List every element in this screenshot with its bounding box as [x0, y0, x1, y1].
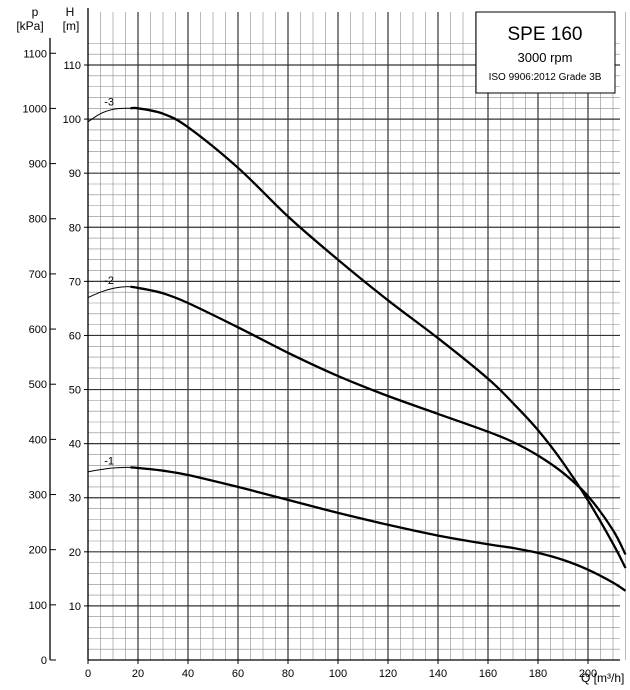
legend-title: SPE 160 [508, 24, 583, 45]
h-tick-label: 10 [69, 601, 81, 613]
legend-box [475, 11, 616, 94]
curve-thin-segment [87, 107, 131, 123]
h-tick-label: 80 [69, 222, 81, 234]
x-tick-label: 100 [329, 668, 347, 680]
p-tick-label: 400 [29, 434, 47, 446]
h-tick-label: 50 [69, 385, 81, 397]
x-tick-label: 60 [232, 668, 244, 680]
x-tick-label: 120 [379, 668, 397, 680]
x-axis-label: Q [m³/h] [581, 671, 624, 685]
h-tick-label: 110 [63, 60, 81, 72]
p-tick-label: 800 [29, 214, 47, 226]
p-tick-label: 1100 [23, 48, 47, 60]
h-tick-label: 70 [69, 276, 81, 288]
p-axis-unit: [kPa] [16, 19, 43, 33]
h-tick-label: 90 [69, 168, 81, 180]
x-tick-label: 160 [479, 668, 497, 680]
x-tick-label: 200 [579, 668, 597, 680]
h-axis-symbol: H [66, 5, 75, 19]
axes [49, 8, 620, 664]
curves: -3 -2 -1 [87, 96, 627, 592]
curve-label: -3 [104, 96, 114, 108]
curve-label: -1 [104, 455, 114, 467]
p-tick-label: 100 [29, 600, 47, 612]
h-tick-label: 40 [69, 439, 81, 451]
x-tick-label: 0 [85, 668, 91, 680]
legend: SPE 160 3000 rpm ISO 9906:2012 Grade 3B [475, 11, 616, 94]
h-tick-label: 30 [69, 493, 81, 505]
curve-line [130, 466, 627, 592]
p-tick-label: 900 [29, 159, 47, 171]
p-tick-label: 300 [29, 490, 47, 502]
curve-thin-segment [87, 466, 131, 473]
tick-labels: 0 20 40 60 80 100 120 140 160 180 200 10 20 30 40 50 60 7… [23, 48, 598, 680]
h-tick-label: 60 [69, 330, 81, 342]
curve-line [130, 106, 627, 569]
x-tick-label: 140 [429, 668, 447, 680]
p-tick-label: 0 [41, 655, 47, 667]
p-axis-symbol: p [32, 5, 39, 19]
p-tick-label: 1000 [23, 103, 47, 115]
p-tick-label: 500 [29, 379, 47, 391]
curve-line [130, 285, 627, 556]
legend-standard: ISO 9906:2012 Grade 3B [489, 72, 602, 83]
x-tick-label: 180 [529, 668, 547, 680]
p-tick-label: 600 [29, 324, 47, 336]
p-tick-label: 700 [29, 269, 47, 281]
p-tick-label: 200 [29, 545, 47, 557]
curve-thin-segment [87, 286, 131, 299]
legend-speed: 3000 rpm [518, 50, 573, 65]
h-tick-label: 20 [69, 547, 81, 559]
x-tick-label: 80 [282, 668, 294, 680]
h-tick-label: 100 [63, 114, 81, 126]
x-tick-label: 20 [132, 668, 144, 680]
curve-label: -2 [104, 275, 114, 287]
x-tick-label: 40 [182, 668, 194, 680]
h-axis-unit: [m] [63, 19, 80, 33]
